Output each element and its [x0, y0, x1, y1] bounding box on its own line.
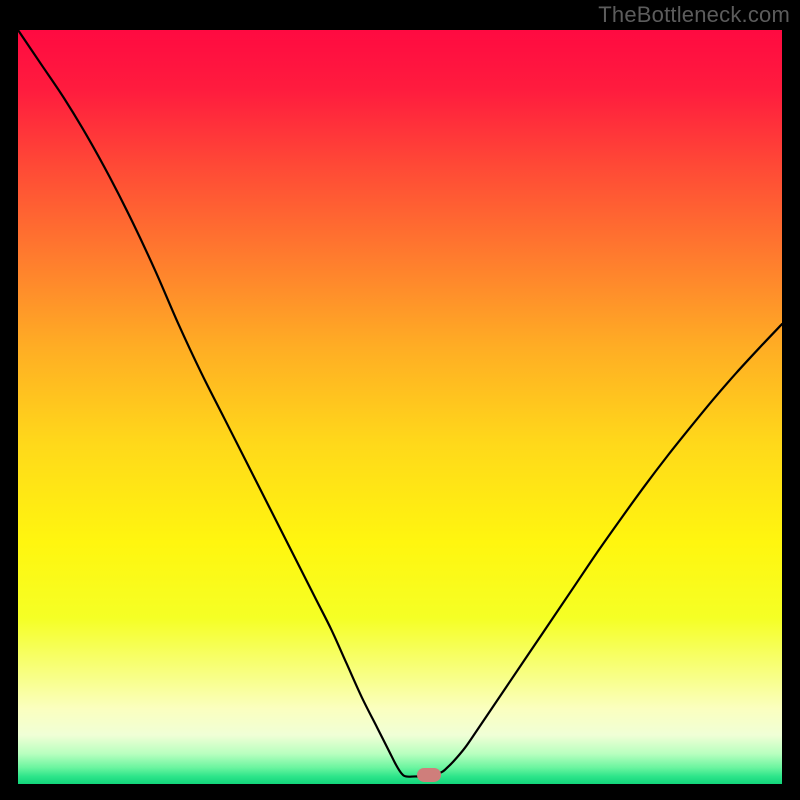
bottleneck-curve-chart	[18, 30, 782, 784]
chart-background	[18, 30, 782, 784]
chart-area	[18, 30, 782, 784]
watermark-text: TheBottleneck.com	[598, 2, 790, 28]
optimal-point-marker	[417, 768, 441, 782]
